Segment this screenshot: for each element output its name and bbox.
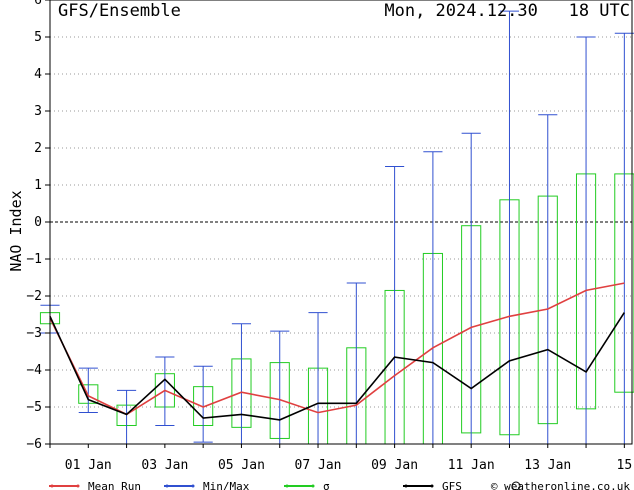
legend-marker [191,484,195,488]
x-tick-label: 03 Jan [141,458,188,473]
x-tick-label: 13 Jan [524,458,571,473]
y-tick-label: −4 [26,363,42,378]
series-line-mean-run [49,282,625,416]
legend-label: Mean Run [88,480,141,490]
run-time: Mon, 2024.12.30 18 UTC [384,1,630,21]
legend: Mean Run Min/Max σ GFS [49,480,462,490]
legend-marker [76,484,80,488]
x-tick-label: 05 Jan [218,458,265,473]
series-layer [49,282,625,421]
x-tick-label: 11 Jan [448,458,495,473]
y-tick-label: 1 [34,178,42,193]
y-axis-label: NAO Index [7,190,25,271]
legend-marker [430,484,434,488]
y-tick-label: 3 [34,104,42,119]
chart-title: GFS/Ensemble [58,1,181,21]
x-tick-label: 09 Jan [371,458,418,473]
y-tick-label: 0 [34,215,42,230]
y-tick-label: −1 [26,252,42,267]
y-tick-label: 4 [34,67,42,82]
y-tick-label: −5 [26,400,42,415]
x-tick-label: 01 Jan [65,458,112,473]
credit: © weatheronline.co.uk [491,480,630,490]
legend-marker [165,484,169,488]
y-tick-label: 6 [34,0,42,8]
y-tick-label: 5 [34,30,42,45]
legend-label: Min/Max [203,480,250,490]
minmax-layer [40,10,634,444]
legend-label: σ [323,480,330,490]
y-tick-label: 2 [34,141,42,156]
legend-marker [285,484,289,488]
legend-marker [311,484,315,488]
legend-label: GFS [442,480,462,490]
legend-marker [50,484,54,488]
legend-marker [404,484,408,488]
y-tick-label: −6 [26,437,42,452]
x-tick-label: 07 Jan [295,458,342,473]
tick-layer: −6 −5 −4 −3 −2 −1 0 1 2 3 4 5 6 01 Jan 03 Jan 05 Jan 07 … [26,0,632,473]
y-tick-label: −3 [26,326,42,341]
series-line-gfs [49,312,625,421]
grid-layer [50,36,632,408]
copyright-icon [511,481,521,490]
y-tick-label: −2 [26,289,42,304]
x-tick-label: 15 [617,458,633,473]
